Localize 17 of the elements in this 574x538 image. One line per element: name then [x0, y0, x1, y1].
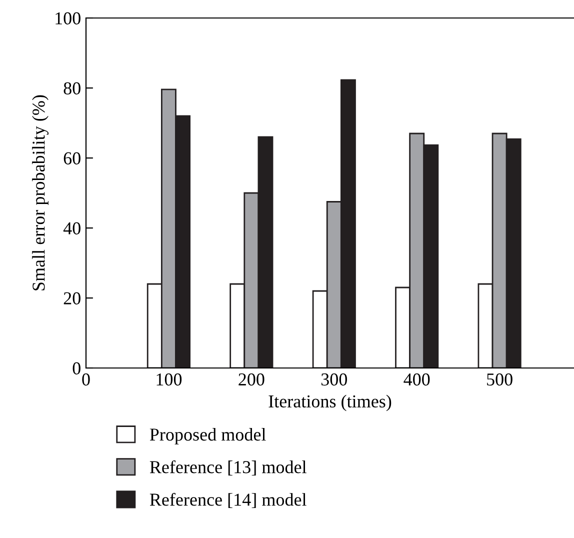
y-axis-title: Small error probability (%) — [32, 95, 48, 290]
legend-label: Reference [14] model — [150, 492, 306, 508]
y-tick-label: 100 — [56, 12, 80, 24]
legend-label: Reference [13] model — [150, 460, 306, 476]
y-tick-label: 40 — [63, 222, 80, 234]
x-tick-label: 100 — [156, 373, 182, 386]
y-tick-label: 60 — [64, 152, 80, 164]
x-tick-label: 500 — [487, 373, 512, 386]
x-tick-label: 400 — [404, 373, 430, 386]
y-tick-label: 80 — [64, 82, 80, 94]
legend-label: Proposed model — [150, 428, 266, 444]
x-tick-label: 200 — [238, 373, 264, 386]
x-tick-label: 300 — [321, 373, 347, 386]
y-tick-label: 20 — [64, 292, 80, 304]
x-tick-label: 0 — [82, 373, 90, 386]
x-axis-title: Iterations (times) — [268, 394, 392, 412]
y-tick-label: 0 — [72, 362, 80, 374]
